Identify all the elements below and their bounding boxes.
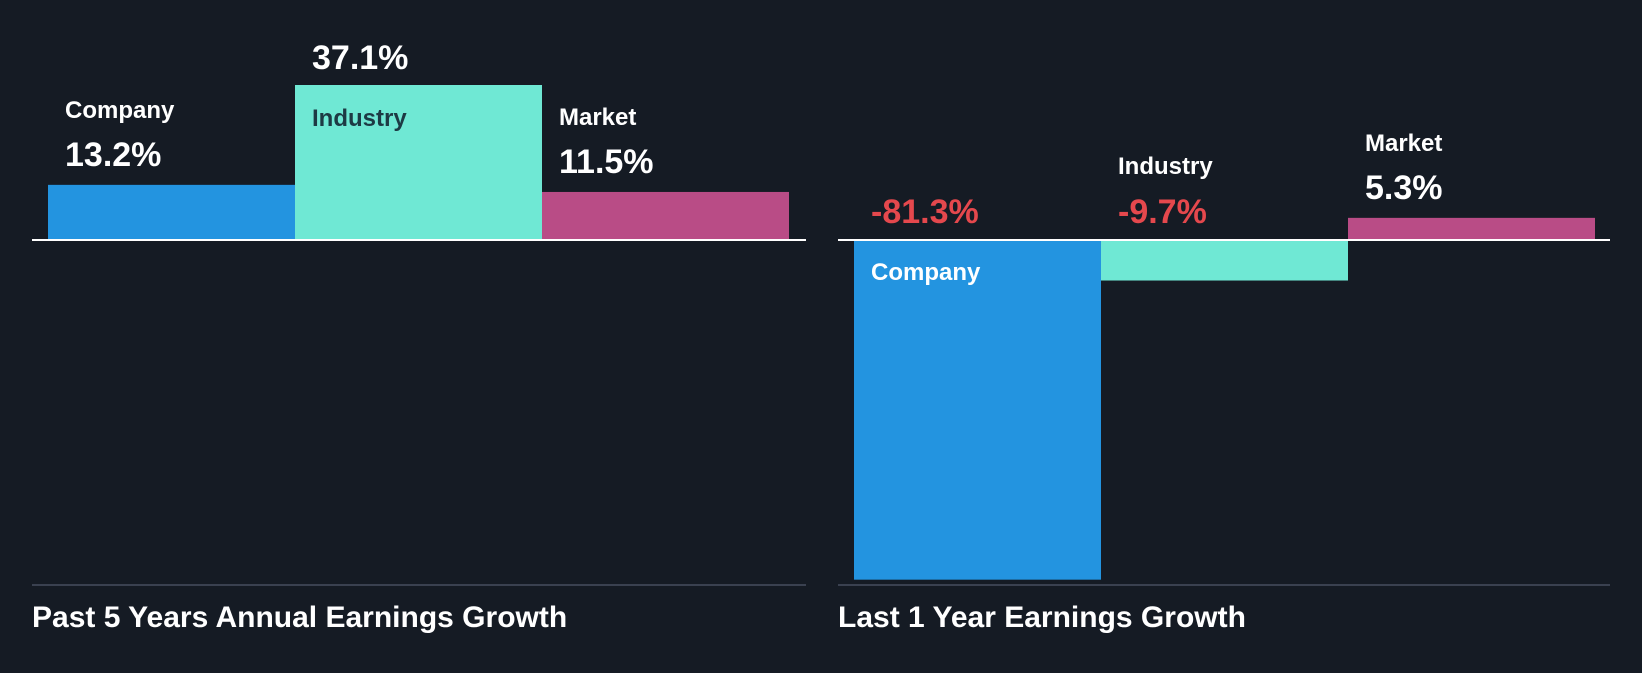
past-5-years-value-company: 13.2%	[65, 136, 161, 174]
past-5-years-value-industry: 37.1%	[312, 39, 408, 77]
last-1-year-value-market: 5.3%	[1365, 169, 1443, 207]
past-5-years-bar-company	[48, 184, 295, 240]
last-1-year-value-industry: -9.7%	[1118, 193, 1207, 231]
last-1-year-bar-market	[1348, 217, 1595, 240]
last-1-year-chart-title: Last 1 Year Earnings Growth	[838, 601, 1246, 634]
past-5-years-bar-industry	[295, 85, 542, 240]
past-5-years-bar-market	[542, 191, 789, 240]
past-5-years-label-industry: Industry	[312, 105, 407, 132]
past-5-years-chart-title: Past 5 Years Annual Earnings Growth	[32, 601, 567, 634]
past-5-years-label-company: Company	[65, 97, 175, 124]
last-1-year-label-company: Company	[871, 259, 981, 286]
past-5-years-value-market: 11.5%	[559, 143, 654, 181]
last-1-year-bar-industry	[1101, 240, 1348, 281]
last-1-year-label-industry: Industry	[1118, 153, 1213, 180]
last-1-year-bar-company	[854, 240, 1101, 580]
past-5-years-label-market: Market	[559, 104, 636, 131]
last-1-year-value-company: -81.3%	[871, 193, 979, 231]
last-1-year-label-market: Market	[1365, 130, 1442, 157]
